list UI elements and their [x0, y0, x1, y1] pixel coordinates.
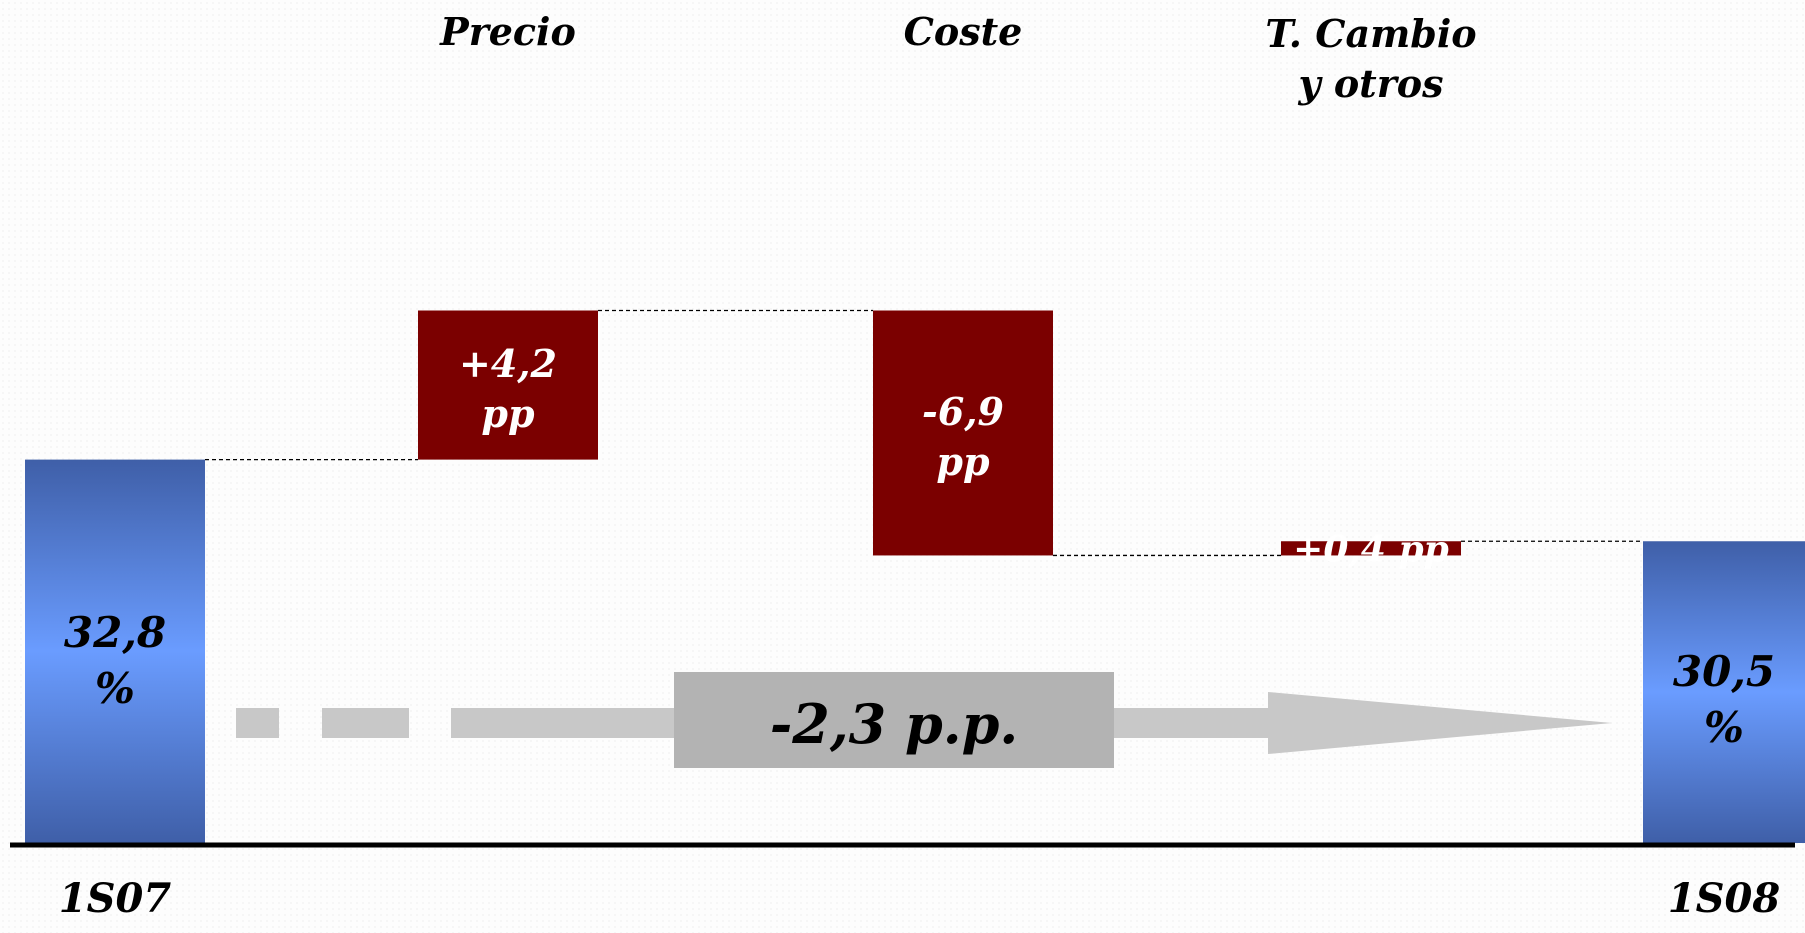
step-bar-3 — [1281, 541, 1461, 556]
category-header-line2: y otros — [1298, 61, 1444, 106]
category-header: Precio — [439, 9, 576, 54]
arrow-dash — [236, 708, 279, 738]
labels-group: 32,8% 1S07 30,5% 1S08 +4,2 pp Precio -6,9 pp Cost… — [59, 9, 1780, 922]
bars-group — [25, 310, 1805, 843]
total-bar-1s08 — [1643, 541, 1805, 843]
step-value-label: +4,2 — [459, 341, 557, 386]
total-unit-label: % — [1704, 703, 1744, 752]
total-value-label: 32,8 — [64, 608, 166, 657]
step-unit-label: pp — [481, 391, 535, 436]
category-header: T. Cambio — [1265, 11, 1476, 56]
category-header: Coste — [904, 9, 1023, 54]
step-unit-label: pp — [936, 439, 990, 484]
net-change-label: -2,3 p.p. — [770, 692, 1018, 756]
arrow-head — [1268, 692, 1612, 754]
x-tick-label: 1S07 — [59, 875, 172, 922]
connector-lines — [205, 309, 1643, 557]
total-unit-label: % — [95, 664, 135, 713]
total-bar-1s07 — [25, 459, 205, 843]
x-tick-label: 1S08 — [1668, 875, 1780, 922]
arrow-dash — [322, 708, 409, 738]
step-bar-2 — [873, 310, 1053, 556]
net-change-box — [674, 672, 1114, 768]
step-value-label: -6,9 — [922, 389, 1004, 434]
net-change-arrow: -2,3 p.p. — [236, 672, 1612, 768]
total-value-label: 30,5 — [1673, 647, 1775, 696]
step-bar-1 — [418, 310, 598, 460]
step-value-label: +0,4 pp — [1293, 528, 1449, 570]
